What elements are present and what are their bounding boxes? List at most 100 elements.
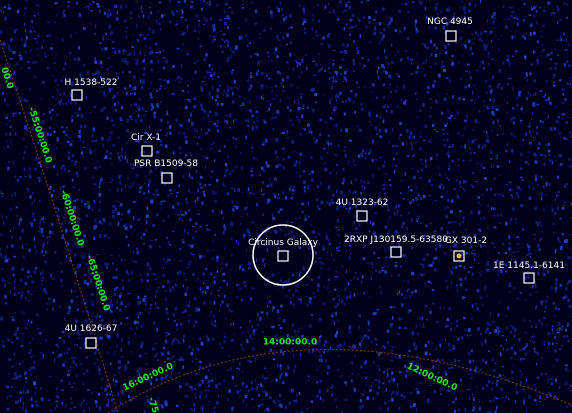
noise-pixel <box>180 9 183 11</box>
noise-pixel <box>112 97 115 100</box>
noise-pixel <box>142 375 146 378</box>
noise-pixel <box>506 144 508 146</box>
noise-pixel <box>344 71 347 75</box>
noise-pixel <box>65 101 68 105</box>
noise-pixel <box>137 295 140 299</box>
noise-pixel <box>23 167 26 172</box>
noise-pixel <box>27 61 30 63</box>
noise-pixel <box>288 401 291 406</box>
noise-pixel <box>464 85 467 89</box>
noise-pixel <box>460 283 462 287</box>
noise-pixel <box>193 324 195 328</box>
noise-pixel <box>230 55 233 59</box>
noise-pixel <box>489 400 492 403</box>
noise-pixel <box>22 256 26 259</box>
noise-pixel <box>36 48 39 50</box>
noise-pixel <box>194 29 197 32</box>
noise-pixel <box>211 209 214 213</box>
source[interactable]: 4U 1626-67 <box>65 324 118 349</box>
noise-pixel <box>289 187 291 192</box>
noise-pixel <box>137 219 140 221</box>
noise-pixel <box>186 91 190 93</box>
noise-pixel <box>265 390 267 392</box>
source[interactable]: GX 301-2 <box>445 236 487 262</box>
source[interactable]: NGC 4945 <box>427 17 473 42</box>
noise-pixel <box>511 370 514 373</box>
noise-pixel <box>175 337 177 341</box>
noise-pixel <box>466 114 468 118</box>
noise-pixel <box>112 47 115 49</box>
noise-pixel <box>184 211 187 215</box>
noise-pixel <box>50 409 52 412</box>
noise-pixel <box>428 139 432 144</box>
noise-pixel <box>194 373 198 375</box>
noise-pixel <box>118 175 122 177</box>
noise-pixel <box>508 247 511 251</box>
source[interactable]: Circinus Galaxy <box>248 224 319 286</box>
noise-pixel <box>324 167 328 172</box>
noise-pixel <box>127 213 130 216</box>
noise-pixel <box>29 221 31 224</box>
noise-pixel <box>566 82 569 85</box>
noise-pixel <box>30 356 33 359</box>
source[interactable]: 4U 1323-62 <box>336 198 389 222</box>
source-marker <box>390 246 402 258</box>
noise-pixel <box>227 397 230 401</box>
noise-pixel <box>536 403 538 406</box>
noise-pixel <box>267 100 269 102</box>
noise-pixel <box>361 280 363 284</box>
noise-pixel <box>69 93 73 97</box>
noise-pixel <box>36 327 40 330</box>
noise-pixel <box>140 7 143 9</box>
noise-pixel <box>239 287 242 290</box>
noise-pixel <box>266 368 268 372</box>
noise-pixel <box>127 292 130 295</box>
noise-pixel <box>148 189 150 194</box>
noise-pixel <box>396 391 399 396</box>
noise-pixel <box>188 99 192 103</box>
noise-pixel <box>249 334 251 338</box>
noise-pixel <box>461 253 463 255</box>
source[interactable]: 1E 1145.1-6141 <box>493 261 565 284</box>
noise-pixel <box>487 205 490 208</box>
noise-pixel <box>372 83 375 87</box>
noise-pixel <box>414 26 416 29</box>
source[interactable]: PSR B1509-58 <box>134 159 198 184</box>
noise-pixel <box>220 103 224 106</box>
noise-pixel <box>209 120 213 122</box>
noise-pixel <box>348 5 351 9</box>
noise-pixel <box>265 138 268 143</box>
noise-pixel <box>291 124 294 126</box>
noise-pixel <box>470 33 474 35</box>
noise-pixel <box>344 287 347 291</box>
noise-pixel <box>257 384 260 386</box>
noise-pixel <box>443 65 445 68</box>
noise-pixel <box>207 337 210 342</box>
noise-pixel <box>403 253 407 258</box>
source[interactable]: 2RXP J130159.5-63580 <box>344 235 448 258</box>
noise-pixel <box>532 103 536 107</box>
noise-pixel <box>492 207 496 210</box>
source[interactable]: H 1538-522 <box>65 78 118 101</box>
noise-pixel <box>173 337 176 341</box>
noise-pixel <box>335 93 338 97</box>
noise-pixel <box>295 289 298 292</box>
noise-pixel <box>445 77 449 80</box>
noise-pixel <box>318 69 321 73</box>
noise-pixel <box>72 154 75 157</box>
noise-pixel <box>129 399 133 402</box>
noise-pixel <box>99 60 102 64</box>
noise-pixel <box>558 132 561 135</box>
noise-pixel <box>561 207 565 210</box>
source[interactable]: Cir X-1 <box>131 133 161 157</box>
noise-pixel <box>208 63 211 68</box>
noise-pixel <box>279 208 283 211</box>
noise-pixel <box>490 90 492 95</box>
noise-pixel <box>119 401 122 405</box>
noise-pixel <box>245 34 247 37</box>
noise-pixel <box>89 22 91 25</box>
noise-pixel <box>147 264 149 267</box>
noise-pixel <box>146 272 150 277</box>
noise-pixel <box>92 301 94 305</box>
noise-pixel <box>316 381 319 384</box>
